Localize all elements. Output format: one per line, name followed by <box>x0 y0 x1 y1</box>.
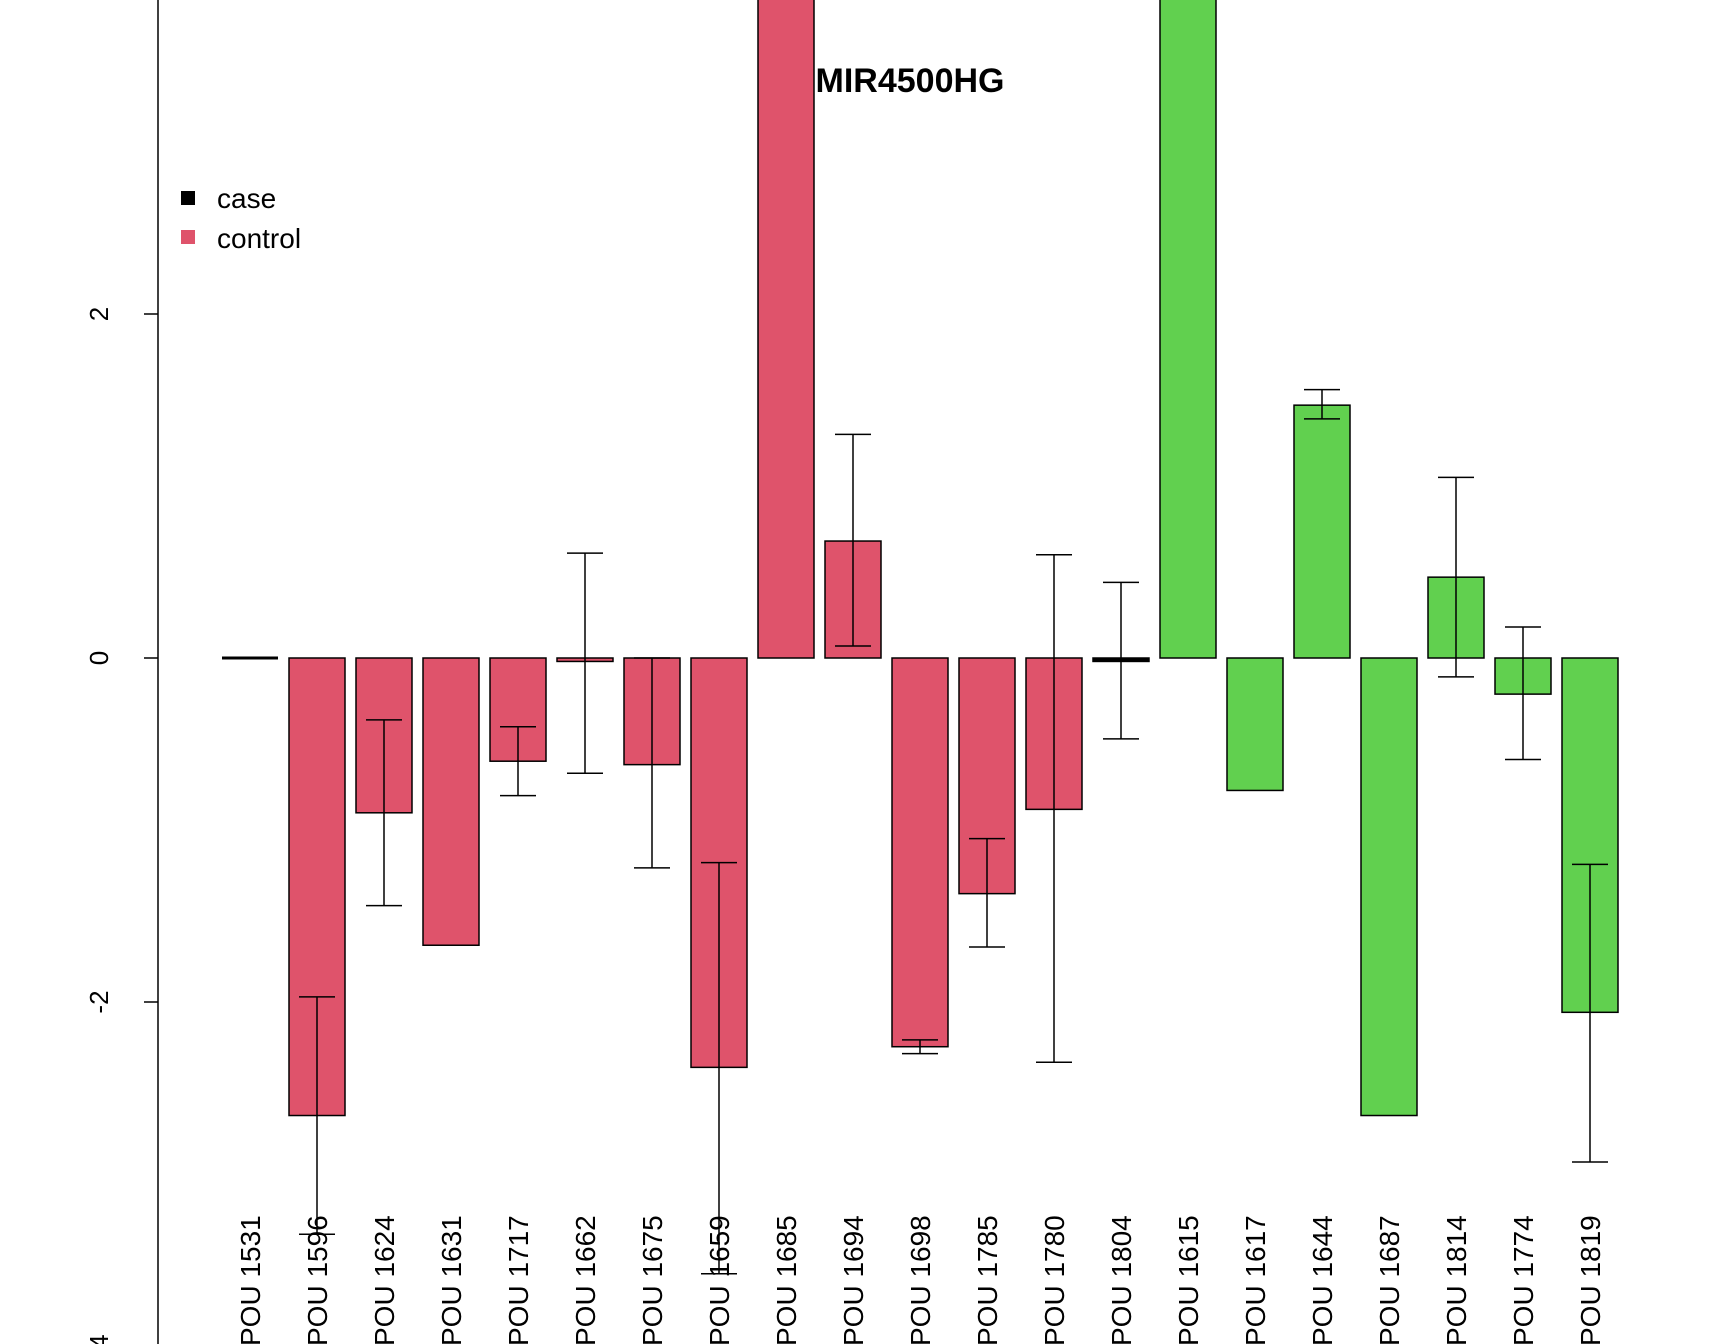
error-bars <box>299 388 1608 1275</box>
legend: case control <box>181 183 301 254</box>
category-label: POU 1785 <box>972 1215 1003 1344</box>
y-tick-label: 2 <box>84 307 114 321</box>
bar <box>1360 657 1418 1117</box>
category-label: POU 1717 <box>503 1215 534 1344</box>
bar <box>1293 404 1351 659</box>
category-label: POU 1698 <box>905 1215 936 1344</box>
y-tick-label: -4 <box>84 1334 114 1344</box>
bar <box>891 657 949 1048</box>
category-label: POU 1644 <box>1307 1215 1338 1344</box>
category-label: POU 1596 <box>302 1215 333 1344</box>
category-label: POU 1687 <box>1374 1215 1405 1344</box>
category-label: POU 1662 <box>570 1215 601 1344</box>
category-label: POU 1774 <box>1508 1215 1539 1344</box>
bar <box>1226 657 1284 792</box>
bars <box>222 0 1619 1117</box>
category-label: POU 1615 <box>1173 1215 1204 1344</box>
legend-label-control: control <box>217 223 301 254</box>
category-labels: POU 1531 POU 1596 POU 1624 POU 1631 POU 1717… <box>235 1215 1606 1344</box>
category-label: POU 1631 <box>436 1215 467 1344</box>
category-label: POU 1531 <box>235 1215 266 1344</box>
chart-title: MIR4500HG <box>816 62 1005 100</box>
legend-label-case: case <box>217 183 276 214</box>
y-axis: -4-2024 <box>84 0 159 1344</box>
category-label: POU 1804 <box>1106 1215 1137 1344</box>
legend-swatch-case <box>181 191 195 205</box>
y-tick-label: -2 <box>84 990 114 1013</box>
bar <box>422 657 480 946</box>
category-label: POU 1694 <box>838 1215 869 1344</box>
category-label: POU 1814 <box>1441 1215 1472 1344</box>
category-label: POU 1624 <box>369 1215 400 1344</box>
legend-swatch-control <box>181 230 195 244</box>
category-label: POU 1659 <box>704 1215 735 1344</box>
y-tick-label: 0 <box>84 651 114 665</box>
category-label: POU 1780 <box>1039 1215 1070 1344</box>
category-label: POU 1819 <box>1575 1215 1606 1344</box>
category-label: POU 1675 <box>637 1215 668 1344</box>
category-label: POU 1617 <box>1240 1215 1271 1344</box>
bar <box>757 0 815 659</box>
category-label: POU 1685 <box>771 1215 802 1344</box>
bar <box>1159 0 1217 659</box>
